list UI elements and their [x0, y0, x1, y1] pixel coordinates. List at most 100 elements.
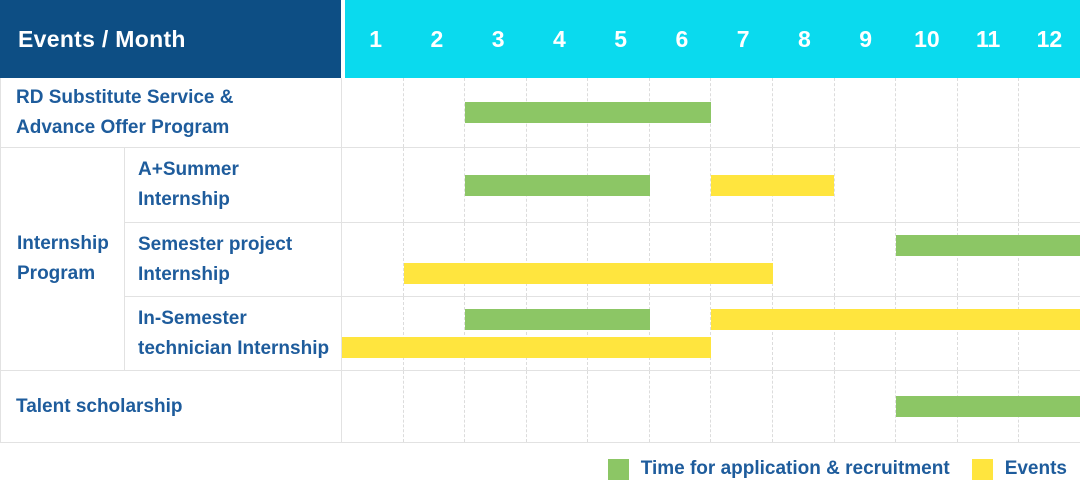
header-title: Events / Month	[18, 25, 186, 52]
group-label-internship-program: Internship Program	[1, 148, 125, 370]
month-header-cell: 2	[430, 25, 444, 52]
gantt-bar-green	[465, 309, 650, 330]
table-row-talent-scholarship: Talent scholarship	[1, 371, 1080, 443]
month-cell	[525, 223, 588, 296]
month-cell	[402, 148, 465, 222]
month-cell	[342, 223, 403, 296]
month-cell	[587, 371, 649, 442]
month-cell	[833, 148, 896, 222]
month-cell	[464, 148, 526, 222]
month-cell	[710, 223, 772, 296]
month-cell	[464, 223, 526, 296]
month-cell	[587, 297, 649, 370]
gantt-months-row	[342, 371, 1080, 442]
header-row: Events / Month 1 2 3 4 5 6 7 8 9 10 11 12	[0, 0, 1080, 78]
gantt-bar-yellow	[342, 337, 711, 358]
month-cell	[895, 148, 957, 222]
month-header-cell: 11	[975, 25, 1001, 52]
gantt-bar-green	[895, 396, 1080, 417]
month-cell	[772, 371, 834, 442]
month-header-cell: 7	[736, 25, 750, 52]
internship-group-rows: A+Summer Internship Semester project Int…	[125, 148, 1080, 370]
table-row-a-plus-summer: A+Summer Internship	[125, 148, 1080, 222]
internship-program-group: Internship Program A+Summer Internship S…	[1, 148, 1080, 371]
month-cell	[648, 148, 711, 222]
month-header-cell: 12	[1036, 25, 1063, 52]
month-header-cell: 10	[914, 25, 940, 52]
month-cell	[342, 78, 403, 147]
month-cell	[895, 78, 957, 147]
legend-label-events: Events	[1004, 458, 1067, 479]
gantt-bar-green	[465, 102, 711, 123]
month-cell	[833, 371, 896, 442]
month-header-cell: 5	[614, 25, 628, 52]
table-row-semester-project: Semester project Internship	[125, 222, 1080, 296]
month-cell	[833, 223, 896, 296]
month-cell	[710, 371, 772, 442]
gantt-months-row	[342, 78, 1080, 147]
row-label-rd-substitute: RD Substitute Service & Advance Offer Pr…	[1, 78, 342, 147]
month-cell	[648, 223, 711, 296]
gantt-bar-green	[465, 174, 650, 196]
gantt-bar-yellow	[711, 309, 1080, 330]
month-cell	[342, 371, 403, 442]
month-cell	[956, 78, 1019, 147]
month-cell	[895, 297, 957, 370]
gantt-bar-yellow	[711, 174, 834, 196]
gantt-months-row	[342, 297, 1080, 370]
month-cell	[710, 78, 772, 147]
legend-item-application: Time for application & recruitment	[607, 458, 950, 480]
month-cell	[402, 78, 465, 147]
legend-item-events: Events	[971, 458, 1067, 480]
month-cell	[1018, 297, 1080, 370]
month-cell	[772, 78, 834, 147]
month-cell	[648, 371, 711, 442]
month-header-cell: 4	[552, 25, 566, 52]
month-cell	[587, 223, 649, 296]
month-cell	[772, 223, 834, 296]
month-cell	[342, 148, 403, 222]
month-header-cell: 6	[675, 25, 689, 52]
month-header-cell: 8	[797, 25, 811, 52]
month-cell	[1018, 78, 1080, 147]
month-cell	[956, 297, 1019, 370]
month-cell	[1018, 148, 1080, 222]
month-cell	[464, 371, 526, 442]
legend-swatch-yellow-icon	[971, 458, 993, 480]
legend-swatch-green-icon	[607, 458, 629, 480]
month-cell	[464, 78, 526, 147]
gantt-bar-yellow	[403, 263, 773, 284]
month-cell	[772, 297, 834, 370]
header-title-cell: Events / Month	[0, 0, 345, 78]
month-cell	[402, 223, 465, 296]
gantt-bar-green	[895, 235, 1080, 256]
month-cell	[648, 297, 711, 370]
month-cell	[1018, 223, 1080, 296]
row-label-semester-project: Semester project Internship	[125, 223, 342, 296]
gantt-months-row	[342, 223, 1080, 296]
month-cell	[895, 223, 957, 296]
header-months: 1 2 3 4 5 6 7 8 9 10 11 12	[345, 0, 1080, 78]
month-cell	[956, 223, 1019, 296]
gantt-months-row	[342, 148, 1080, 222]
month-cell	[525, 297, 588, 370]
gantt-body: RD Substitute Service & Advance Offer Pr…	[0, 78, 1080, 443]
month-cell	[464, 297, 526, 370]
month-cell	[402, 371, 465, 442]
month-header-cell: 9	[859, 25, 873, 52]
row-label-in-semester-technician: In-Semester technician Internship	[125, 297, 342, 370]
row-label-a-plus-summer: A+Summer Internship	[125, 148, 342, 222]
month-cell	[833, 297, 896, 370]
month-cell	[833, 78, 896, 147]
month-cell	[710, 148, 772, 222]
table-row-rd-substitute: RD Substitute Service & Advance Offer Pr…	[1, 78, 1080, 148]
month-cell	[956, 148, 1019, 222]
month-cell	[710, 297, 772, 370]
legend: Time for application & recruitment Event…	[0, 443, 1080, 494]
legend-label-application: Time for application & recruitment	[640, 458, 950, 479]
table-row-in-semester-technician: In-Semester technician Internship	[125, 296, 1080, 370]
month-cell	[342, 297, 403, 370]
month-cell	[402, 297, 465, 370]
month-cell	[525, 371, 588, 442]
